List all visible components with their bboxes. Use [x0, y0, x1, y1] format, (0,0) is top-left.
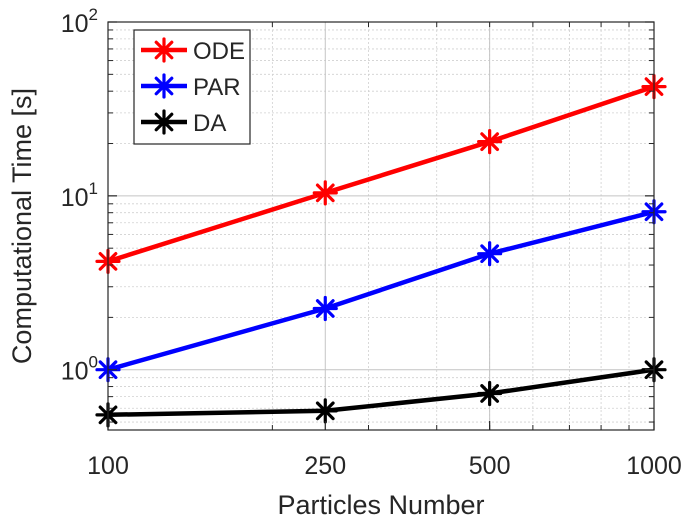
x-tick-label: 1000 — [626, 452, 682, 480]
legend-marker — [151, 37, 177, 63]
data-point — [312, 180, 338, 206]
x-tick-label: 100 — [87, 452, 129, 480]
series-line — [107, 209, 655, 372]
x-tick-label: 500 — [469, 452, 511, 480]
data-point — [477, 241, 503, 267]
legend-item-ode: ODE — [141, 37, 245, 65]
series-line — [107, 367, 655, 418]
plot-frame — [107, 21, 655, 431]
data-point — [312, 398, 338, 424]
data-point — [312, 295, 338, 322]
legend-label: PAR — [193, 74, 241, 101]
legend-item-par: PAR — [141, 73, 241, 101]
data-point — [477, 129, 503, 155]
y-axis-label: Computational Time [s] — [7, 88, 37, 364]
legend-item-da: DA — [141, 109, 226, 137]
legend: ODE PAR DA — [133, 29, 251, 145]
y-tick-labels: 100 101 102 — [61, 5, 98, 386]
legend-marker — [151, 109, 177, 135]
y-tick-label: 101 — [61, 179, 98, 212]
y-tick-label: 102 — [61, 5, 98, 38]
x-tick-labels: 100 250 500 1000 — [87, 452, 682, 480]
legend-label: ODE — [193, 38, 245, 65]
x-tick-label: 250 — [304, 452, 346, 480]
data-point — [477, 380, 503, 407]
x-axis-label: Particles Number — [277, 490, 484, 520]
legend-marker — [151, 73, 177, 99]
legend-label: DA — [193, 110, 226, 137]
series-da — [95, 357, 667, 428]
y-tick-label: 100 — [61, 353, 98, 386]
series-line — [107, 84, 655, 264]
axis-ticks — [107, 21, 655, 430]
